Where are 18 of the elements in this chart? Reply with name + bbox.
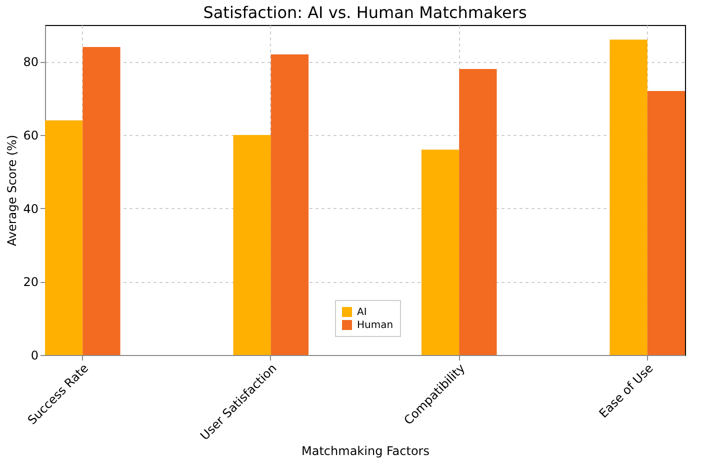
legend-label: AI [357, 307, 367, 318]
bar [82, 47, 120, 355]
bar [459, 69, 497, 355]
y-axis-title: Average Score (%) [5, 134, 20, 246]
bar [647, 91, 685, 355]
y-tick-label: 40 [23, 202, 38, 216]
bar [421, 150, 460, 355]
bar [270, 54, 309, 355]
x-axis-title: Matchmaking Factors [302, 444, 430, 458]
y-tick-label: 80 [23, 55, 38, 70]
y-tick-label: 60 [23, 128, 38, 142]
y-tick-label: 20 [23, 275, 38, 290]
bar [45, 120, 83, 355]
y-tick-label: 0 [30, 348, 38, 362]
legend-label: Human [357, 320, 394, 331]
chart-title: Satisfaction: AI vs. Human Matchmakers [203, 3, 527, 22]
bar [233, 135, 271, 355]
bar [610, 40, 648, 355]
